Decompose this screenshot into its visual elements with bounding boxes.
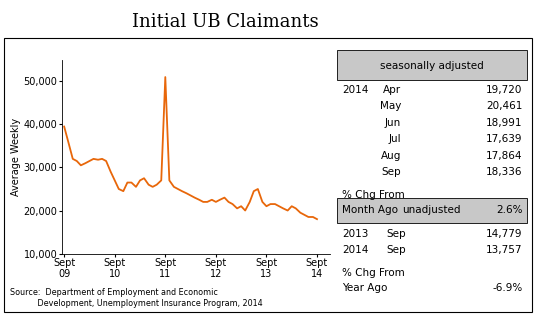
Text: 2014: 2014 (342, 85, 368, 95)
Text: Year Ago: Year Ago (342, 283, 388, 293)
Text: Aug: Aug (381, 151, 401, 161)
Text: 2.6%: 2.6% (496, 205, 523, 215)
Text: 14,779: 14,779 (486, 229, 523, 239)
Text: % Chg From: % Chg From (342, 190, 405, 200)
Text: unadjusted: unadjusted (402, 205, 461, 215)
Text: 18,991: 18,991 (486, 118, 523, 128)
Text: 20,461: 20,461 (486, 101, 523, 112)
Text: May: May (379, 101, 401, 112)
Text: 18,336: 18,336 (486, 167, 523, 177)
Text: Jun: Jun (385, 118, 401, 128)
Text: Month Ago: Month Ago (342, 205, 398, 215)
Text: Sep: Sep (386, 229, 406, 239)
Text: Apr: Apr (383, 85, 401, 95)
Text: Sep: Sep (381, 167, 401, 177)
Text: seasonally adjusted: seasonally adjusted (379, 60, 483, 71)
Text: Jul: Jul (388, 134, 401, 144)
Text: 2014: 2014 (342, 245, 368, 255)
Text: 17,864: 17,864 (486, 151, 523, 161)
Text: % Chg From: % Chg From (342, 268, 405, 278)
Text: 17,639: 17,639 (486, 134, 523, 144)
Y-axis label: Average Weekly: Average Weekly (11, 117, 21, 196)
Text: Source:  Department of Employment and Economic
           Development, Unemploym: Source: Department of Employment and Eco… (10, 288, 262, 308)
Text: Initial UB Claimants: Initial UB Claimants (132, 13, 318, 31)
Text: Sep: Sep (386, 245, 406, 255)
Text: 2013: 2013 (342, 229, 368, 239)
Text: -6.9%: -6.9% (493, 283, 523, 293)
Text: 19,720: 19,720 (486, 85, 523, 95)
Text: 13,757: 13,757 (486, 245, 523, 255)
